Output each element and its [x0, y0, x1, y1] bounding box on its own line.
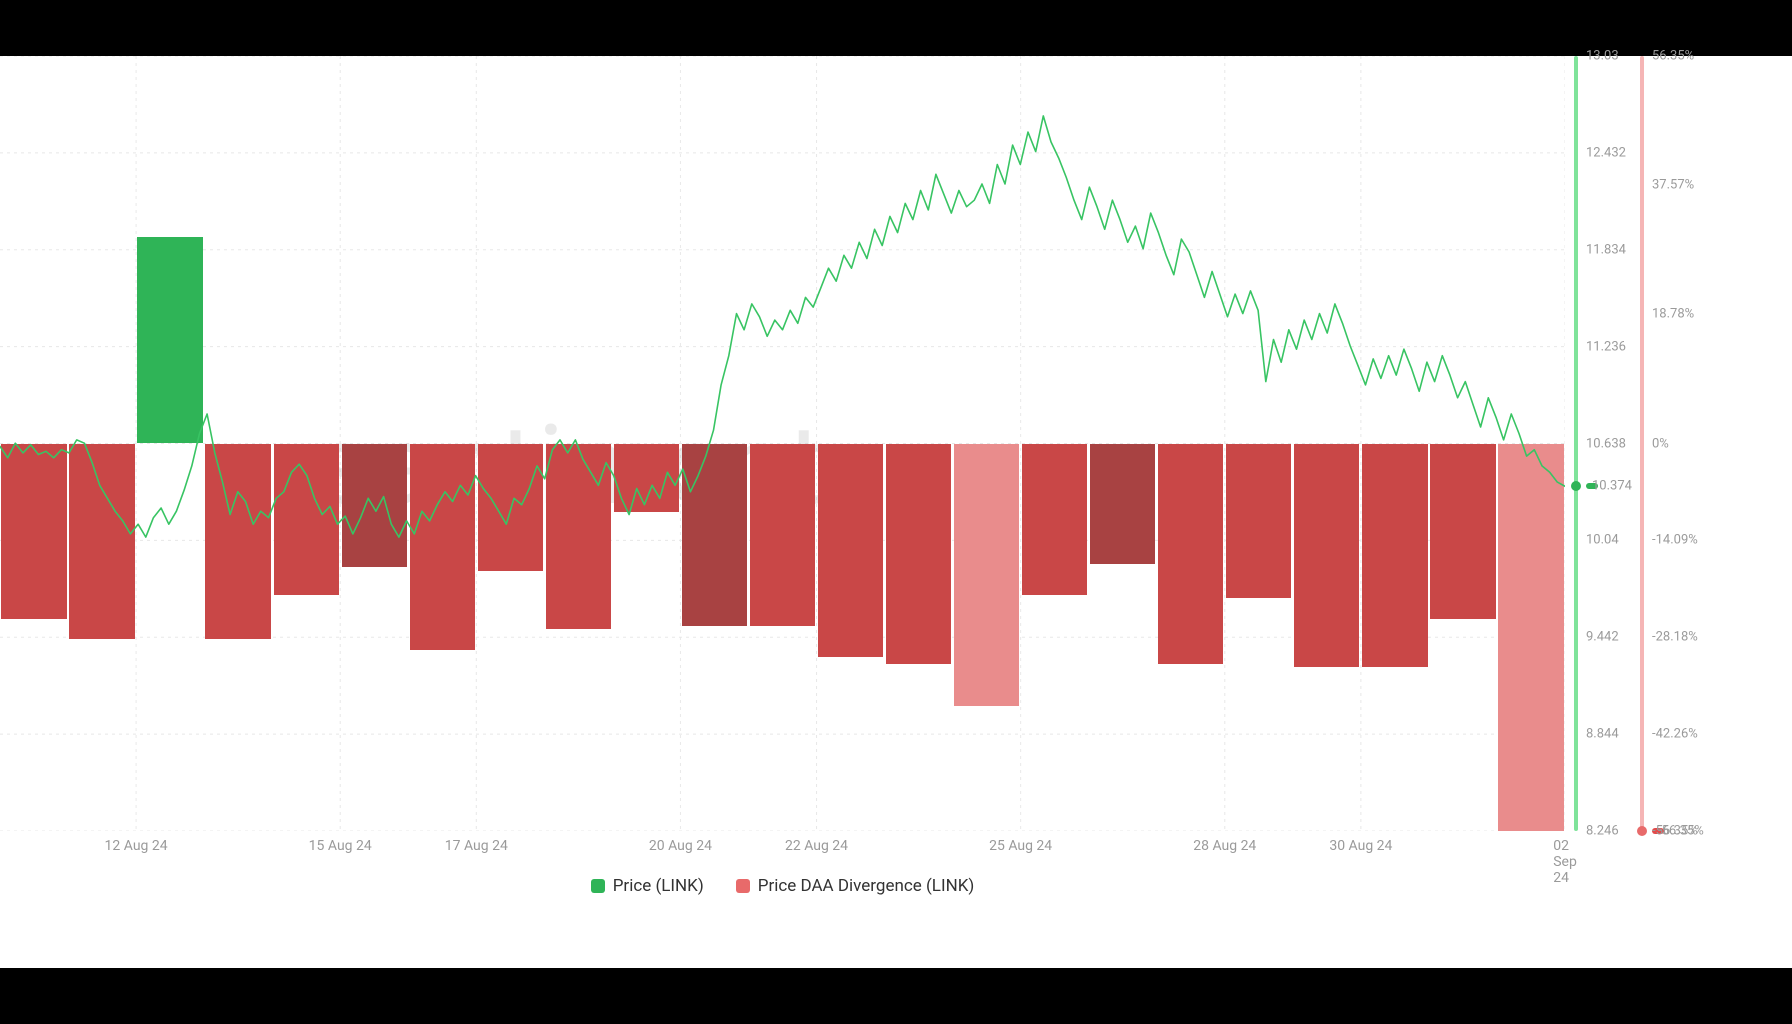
y-left-tick: 8.844 [1586, 727, 1619, 742]
legend-item-daa[interactable]: Price DAA Divergence (LINK) [736, 876, 975, 896]
y-left-tick: 10.04 [1586, 533, 1619, 548]
price-current-badge: 10.374 [1586, 483, 1598, 489]
y-right-tick: 37.57% [1652, 178, 1694, 193]
y-right-tick: 56.35% [1652, 49, 1694, 64]
y-right-tick: 0% [1652, 436, 1669, 451]
x-axis-label: 25 Aug 24 [989, 838, 1052, 854]
x-axis-label: 28 Aug 24 [1193, 838, 1256, 854]
y-right-tick: -14.09% [1652, 533, 1698, 548]
y-right-tick: -28.18% [1652, 630, 1698, 645]
x-axis-label: 22 Aug 24 [785, 838, 848, 854]
x-axis-label: 15 Aug 24 [309, 838, 372, 854]
y-right-tick: -56.35% [1652, 824, 1698, 839]
x-axis-labels: 12 Aug 24 15 Aug 24 17 Aug 24 20 Aug 24 22 A… [0, 838, 1565, 862]
price-axis-marker [1571, 481, 1581, 491]
legend-swatch-daa [736, 879, 750, 893]
price-current-value: 10.374 [1592, 479, 1632, 494]
x-axis-label: 17 Aug 24 [445, 838, 508, 854]
y-left-tick: 8.246 [1586, 824, 1619, 839]
price-axis-track [1574, 56, 1578, 831]
legend-item-price[interactable]: Price (LINK) [591, 876, 704, 896]
x-axis-label: 20 Aug 24 [649, 838, 712, 854]
legend: Price (LINK) Price DAA Divergence (LINK) [0, 876, 1565, 897]
chart-frame: .santiment. 12 Aug 24 15 Aug 24 17 Aug 24 2… [0, 56, 1792, 968]
x-axis-label: 12 Aug 24 [105, 838, 168, 854]
plot-area[interactable]: .santiment. [0, 56, 1565, 831]
y-left-tick: 11.236 [1586, 339, 1626, 354]
y-left-tick: 11.834 [1586, 242, 1626, 257]
legend-swatch-price [591, 879, 605, 893]
price-line-layer [0, 56, 1565, 831]
y-axis-left-price: 10.374 13.0312.43211.83411.23610.63810.0… [1572, 56, 1630, 831]
y-left-tick: 12.432 [1586, 145, 1626, 160]
y-axis-right-divergence: -56.35% 56.35%37.57%18.78%0%-14.09%-28.1… [1638, 56, 1702, 831]
divergence-axis-marker [1637, 826, 1647, 836]
y-right-tick: -42.26% [1652, 727, 1698, 742]
legend-label-daa: Price DAA Divergence (LINK) [758, 876, 975, 896]
y-left-tick: 13.03 [1586, 49, 1619, 64]
y-left-tick: 9.442 [1586, 630, 1619, 645]
divergence-axis-track [1640, 56, 1644, 831]
y-left-tick: 10.638 [1586, 436, 1626, 451]
legend-label-price: Price (LINK) [613, 876, 704, 896]
y-right-tick: 18.78% [1652, 307, 1694, 322]
x-axis-label: 30 Aug 24 [1329, 838, 1392, 854]
